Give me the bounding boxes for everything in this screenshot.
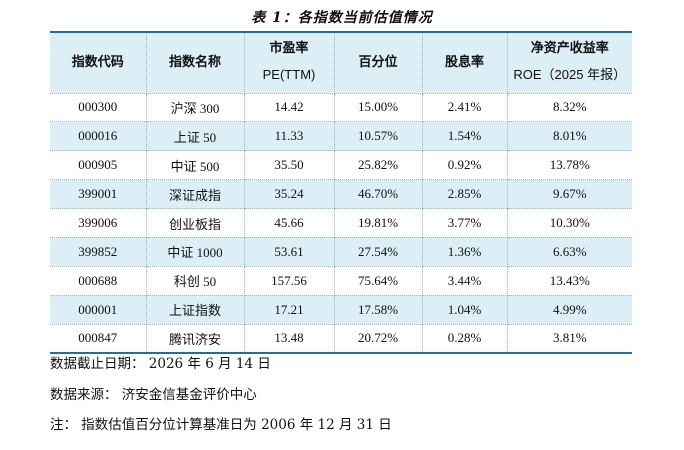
table-cell: 8.01% (506, 121, 632, 152)
table-cell: 中证 500 (145, 150, 245, 181)
remark-note: 注： 指数估值百分位计算基准日为 2006 年 12 月 31 日 (50, 417, 392, 433)
table-cell: 10.30% (506, 208, 632, 238)
table-cell: 15.00% (333, 93, 423, 123)
table-cell: 53.61 (243, 237, 335, 267)
table-cell: 9.67% (506, 179, 632, 210)
table-cell: 腾讯济安 (145, 324, 245, 355)
table-cell: 17.58% (333, 295, 423, 325)
header-index-name: 指数名称 (145, 31, 245, 94)
table-cell: 14.42 (243, 93, 335, 123)
table-cell: 399001 (50, 179, 147, 210)
table-cell: 000016 (50, 121, 147, 152)
table-cell: 2.85% (421, 179, 508, 210)
table-cell: 19.81% (333, 208, 423, 238)
table-row: 399852 中证 1000 53.61 27.54% 1.36% 6.63% (50, 237, 632, 267)
table-cell: 中证 1000 (145, 237, 245, 267)
table-cell: 3.44% (421, 266, 508, 296)
table-cell: 4.99% (506, 295, 632, 325)
table-cell: 2.41% (421, 93, 508, 123)
header-pe: 市盈率 PE(TTM) (243, 31, 335, 94)
table-cell: 399006 (50, 208, 147, 238)
table-cell: 000001 (50, 295, 147, 325)
table-cell: 17.21 (243, 295, 335, 325)
table-cell: 000905 (50, 150, 147, 181)
table-cell: 10.57% (333, 121, 423, 152)
table-header-row: 指数代码 指数名称 市盈率 PE(TTM) 百分位 股息率 净资产收益率 ROE（2… (50, 31, 632, 94)
table-body: 000300 沪深 300 14.42 15.00% 2.41% 8.32% 000016 上… (50, 93, 632, 355)
table-cell: 上证指数 (145, 295, 245, 325)
table-cell: 25.82% (333, 150, 423, 181)
table-row: 000016 上证 50 11.33 10.57% 1.54% 8.01% (50, 121, 632, 152)
table-cell: 1.36% (421, 237, 508, 267)
table-cell: 399852 (50, 237, 147, 267)
table-cell: 6.63% (506, 237, 632, 267)
header-percentile: 百分位 (333, 31, 423, 94)
table-cell: 000300 (50, 93, 147, 123)
valuation-table: 指数代码 指数名称 市盈率 PE(TTM) 百分位 股息率 净资产收益率 ROE（2… (50, 31, 632, 355)
table-cell: 35.50 (243, 150, 335, 181)
table-row: 000905 中证 500 35.50 25.82% 0.92% 13.78% (50, 150, 632, 181)
table-cell: 75.64% (333, 266, 423, 296)
table-cell: 上证 50 (145, 121, 245, 152)
table-cell: 3.77% (421, 208, 508, 238)
table-row: 000300 沪深 300 14.42 15.00% 2.41% 8.32% (50, 93, 632, 123)
data-cutoff-date-note: 数据截止日期： 2026 年 6 月 14 日 (50, 356, 271, 372)
table-cell: 8.32% (506, 93, 632, 123)
table-cell: 13.48 (243, 324, 335, 355)
table-cell: 13.78% (506, 150, 632, 181)
table-cell: 0.92% (421, 150, 508, 181)
table-cell: 科创 50 (145, 266, 245, 296)
table-title: 表 1：各指数当前估值情况 (251, 10, 433, 26)
table-row: 000688 科创 50 157.56 75.64% 3.44% 13.43% (50, 266, 632, 296)
table-cell: 0.28% (421, 324, 508, 355)
header-dividend-yield: 股息率 (421, 31, 508, 94)
header-roe: 净资产收益率 ROE（2025 年报） (506, 31, 632, 94)
table-cell: 3.81% (506, 324, 632, 355)
data-source-note: 数据来源： 济安金信基金评价中心 (50, 387, 257, 403)
table-row: 000847 腾讯济安 13.48 20.72% 0.28% 3.81% (50, 324, 632, 355)
table-cell: 000847 (50, 324, 147, 355)
table-cell: 深证成指 (145, 179, 245, 210)
header-index-code: 指数代码 (50, 31, 147, 94)
table-cell: 46.70% (333, 179, 423, 210)
table-cell: 27.54% (333, 237, 423, 267)
table-cell: 157.56 (243, 266, 335, 296)
table-cell: 1.54% (421, 121, 508, 152)
table-row: 399001 深证成指 35.24 46.70% 2.85% 9.67% (50, 179, 632, 210)
table-row: 399006 创业板指 45.66 19.81% 3.77% 10.30% (50, 208, 632, 238)
table-cell: 35.24 (243, 179, 335, 210)
table-cell: 20.72% (333, 324, 423, 355)
table-cell: 创业板指 (145, 208, 245, 238)
table-cell: 11.33 (243, 121, 335, 152)
table-cell: 000688 (50, 266, 147, 296)
table-cell: 1.04% (421, 295, 508, 325)
table-cell: 13.43% (506, 266, 632, 296)
table-row: 000001 上证指数 17.21 17.58% 1.04% 4.99% (50, 295, 632, 325)
table-cell: 沪深 300 (145, 93, 245, 123)
table-cell: 45.66 (243, 208, 335, 238)
